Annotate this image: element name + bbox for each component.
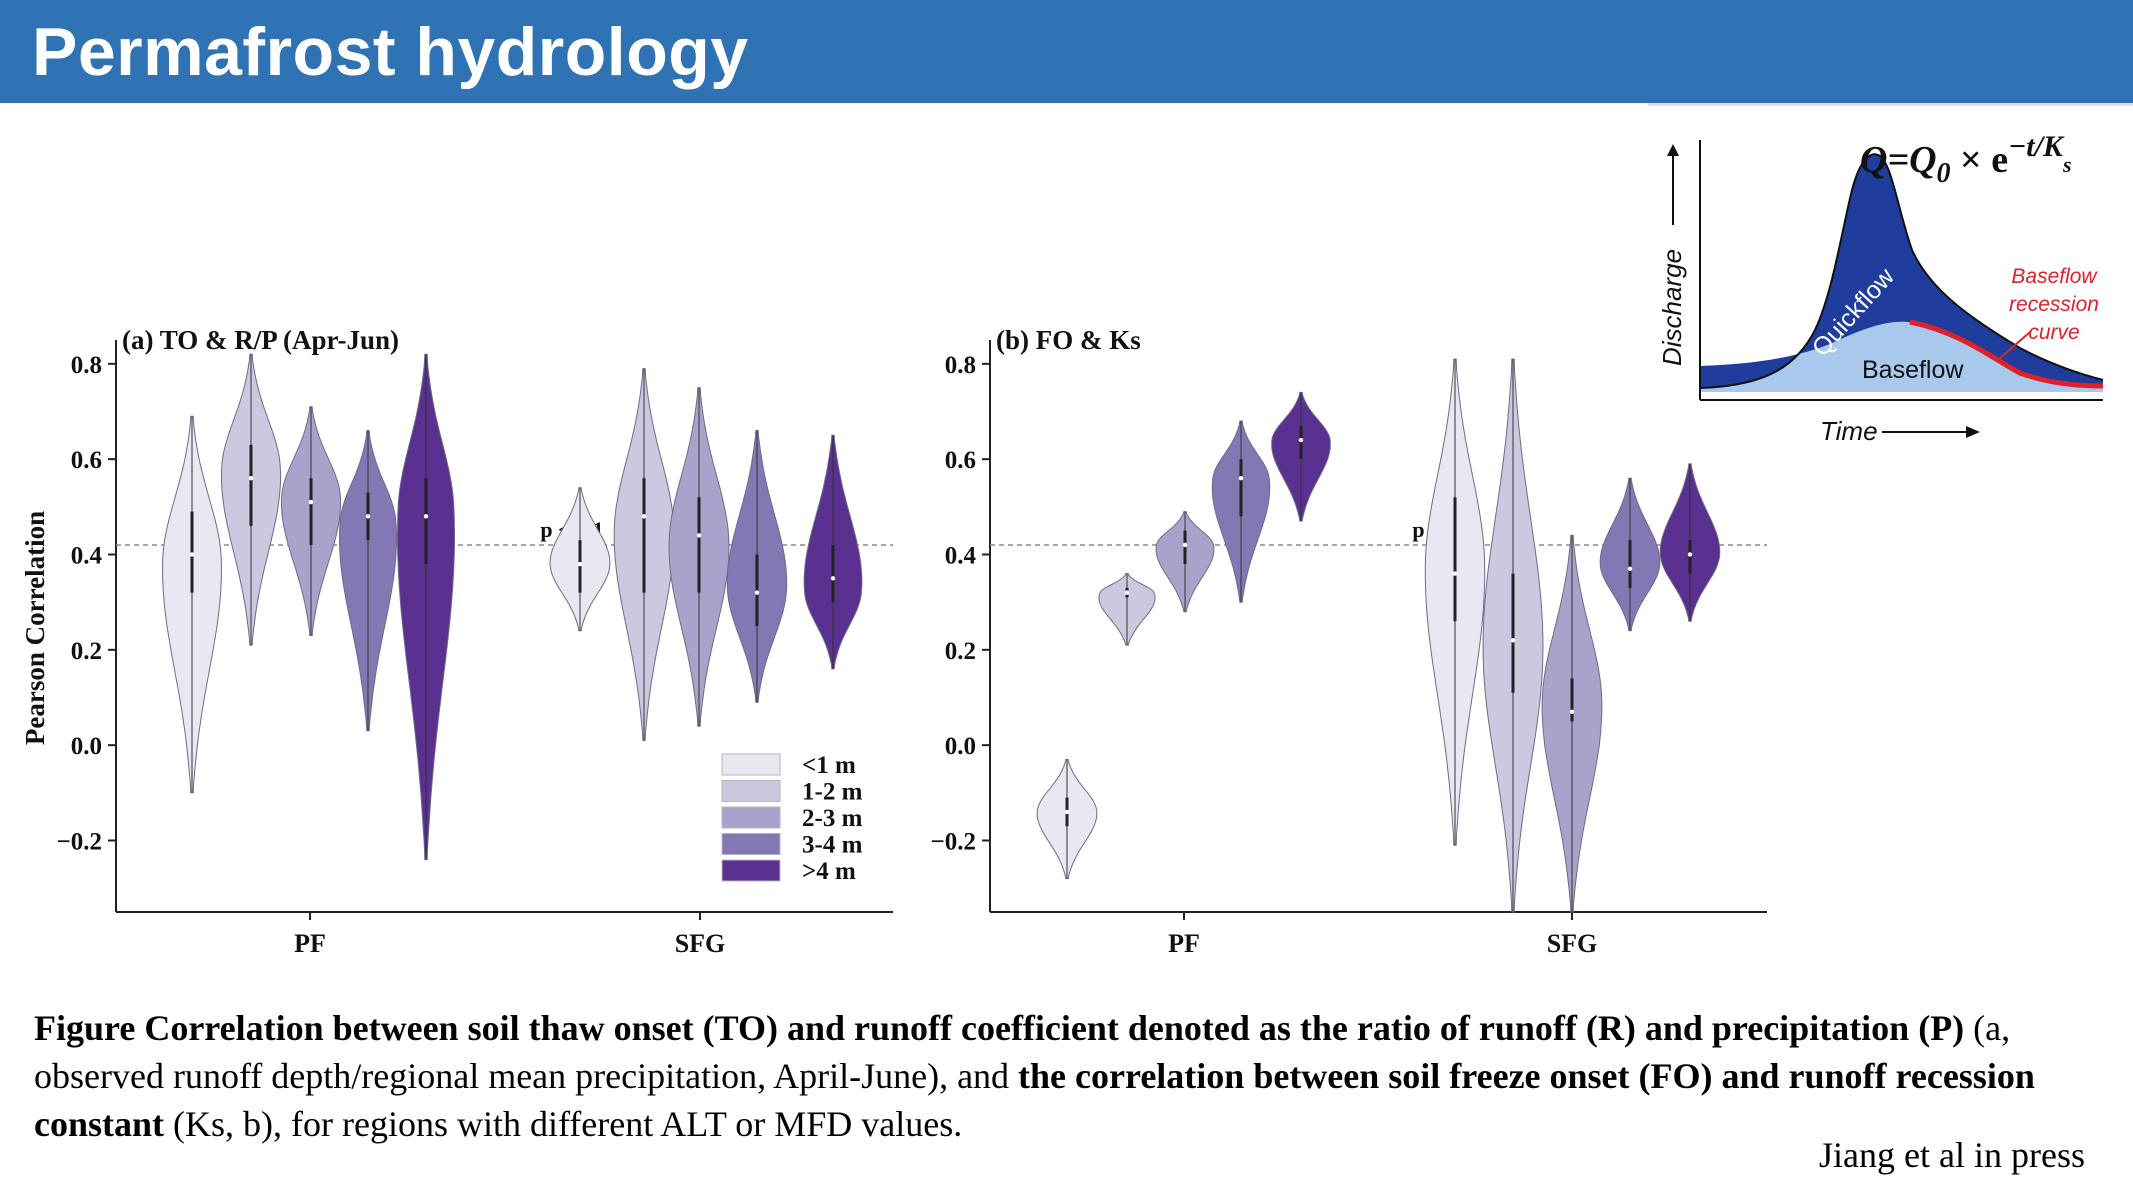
y-tick-label: 0.2 bbox=[71, 638, 102, 665]
y-tick-label: 0.4 bbox=[71, 543, 103, 570]
violin-median bbox=[1627, 566, 1633, 571]
inset-x-label: Time bbox=[1820, 416, 1878, 446]
baseflow-area bbox=[1700, 321, 2103, 392]
recession-pointer bbox=[1997, 331, 2031, 361]
recession-equation: Q=Q0 × e−t/Ks bbox=[1860, 130, 2072, 189]
x-tick-label: PF bbox=[1168, 929, 1200, 958]
legend-swatch-5 bbox=[721, 859, 781, 882]
quickflow-area bbox=[1700, 154, 2103, 392]
y-tick-label: −0.2 bbox=[57, 829, 103, 856]
violin-median bbox=[830, 576, 836, 581]
panel-title: (b) FO & Ks bbox=[996, 325, 1141, 355]
legend-label-1: <1 m bbox=[802, 752, 856, 779]
legend-swatch-1 bbox=[721, 753, 781, 776]
time-arrow-head bbox=[1966, 426, 1980, 438]
x-tick-label: PF bbox=[294, 929, 326, 958]
y-axis-label: Pearson Correlation bbox=[20, 511, 50, 745]
discharge-arrow-head bbox=[1667, 144, 1679, 156]
violin-median bbox=[696, 533, 702, 538]
baseflow-label: Baseflow bbox=[1862, 356, 1964, 384]
y-tick-label: 0.4 bbox=[945, 543, 977, 570]
violin-median bbox=[1298, 437, 1304, 443]
recession-curve bbox=[1909, 319, 2104, 389]
violin-median bbox=[189, 552, 195, 557]
violin-median bbox=[308, 499, 314, 505]
y-tick-label: 0.2 bbox=[945, 638, 976, 665]
violin-median bbox=[754, 590, 760, 595]
figure-caption: Figure Correlation between soil thaw ons… bbox=[34, 1004, 2104, 1148]
caption-part-2: (a, observed runoff depth/regional mean … bbox=[34, 1008, 2011, 1096]
caption-part-3: the correlation between soil freeze onse… bbox=[34, 1056, 2035, 1144]
violin-median bbox=[1238, 476, 1244, 481]
title-bar: Permafrost hydrology bbox=[0, 0, 2133, 103]
violin-median bbox=[365, 514, 371, 519]
violin-median bbox=[423, 514, 429, 519]
caption-part-1: Figure Correlation between soil thaw ons… bbox=[34, 1008, 1965, 1048]
recession-label-3: curve bbox=[2028, 321, 2079, 344]
violin-median bbox=[1452, 571, 1458, 576]
legend-swatch-2 bbox=[721, 780, 781, 802]
legend-label-5: >4 m bbox=[802, 858, 856, 885]
legend-label-2: 1-2 m bbox=[802, 779, 863, 806]
y-tick-label: −0.2 bbox=[931, 829, 977, 856]
violin-median bbox=[1124, 590, 1130, 595]
legend-swatch-3 bbox=[721, 806, 781, 829]
title-underline bbox=[1648, 103, 2133, 106]
panel-title: (a) TO & R/P (Apr-Jun) bbox=[122, 325, 399, 355]
legend-label-4: 3-4 m bbox=[802, 832, 863, 859]
y-tick-label: 0.0 bbox=[71, 733, 102, 760]
x-tick-label: SFG bbox=[675, 929, 726, 958]
legend-swatch-4 bbox=[721, 833, 781, 855]
y-tick-label: 0.8 bbox=[71, 352, 102, 379]
inset-y-label: Discharge bbox=[1657, 249, 1687, 366]
violin-median bbox=[1182, 542, 1188, 548]
recession-inset: DischargeTimeQuickflowBaseflowBaseflowre… bbox=[1645, 130, 2133, 460]
recession-label-2: recession bbox=[2009, 293, 2099, 316]
violin-median bbox=[248, 476, 254, 481]
violin-median bbox=[577, 561, 583, 567]
y-tick-label: 0.0 bbox=[945, 733, 976, 760]
violin-median bbox=[1569, 709, 1575, 714]
recession-label-1: Baseflow bbox=[2011, 265, 2098, 288]
caption-part-4: (Ks, b), for regions with different ALT … bbox=[164, 1104, 963, 1144]
violin-median bbox=[641, 514, 647, 519]
y-tick-label: 0.6 bbox=[71, 447, 102, 474]
violin-median bbox=[1687, 552, 1693, 557]
hydrograph-line bbox=[1699, 153, 2104, 389]
y-tick-label: 0.6 bbox=[945, 447, 976, 474]
violin-median bbox=[1064, 809, 1070, 815]
legend-label-3: 2-3 m bbox=[802, 805, 863, 832]
violin-median bbox=[1510, 638, 1516, 643]
y-tick-label: 0.8 bbox=[945, 352, 976, 379]
citation: Jiang et al in press bbox=[1819, 1135, 2085, 1175]
slide-title: Permafrost hydrology bbox=[32, 14, 749, 90]
x-tick-label: SFG bbox=[1547, 929, 1598, 958]
